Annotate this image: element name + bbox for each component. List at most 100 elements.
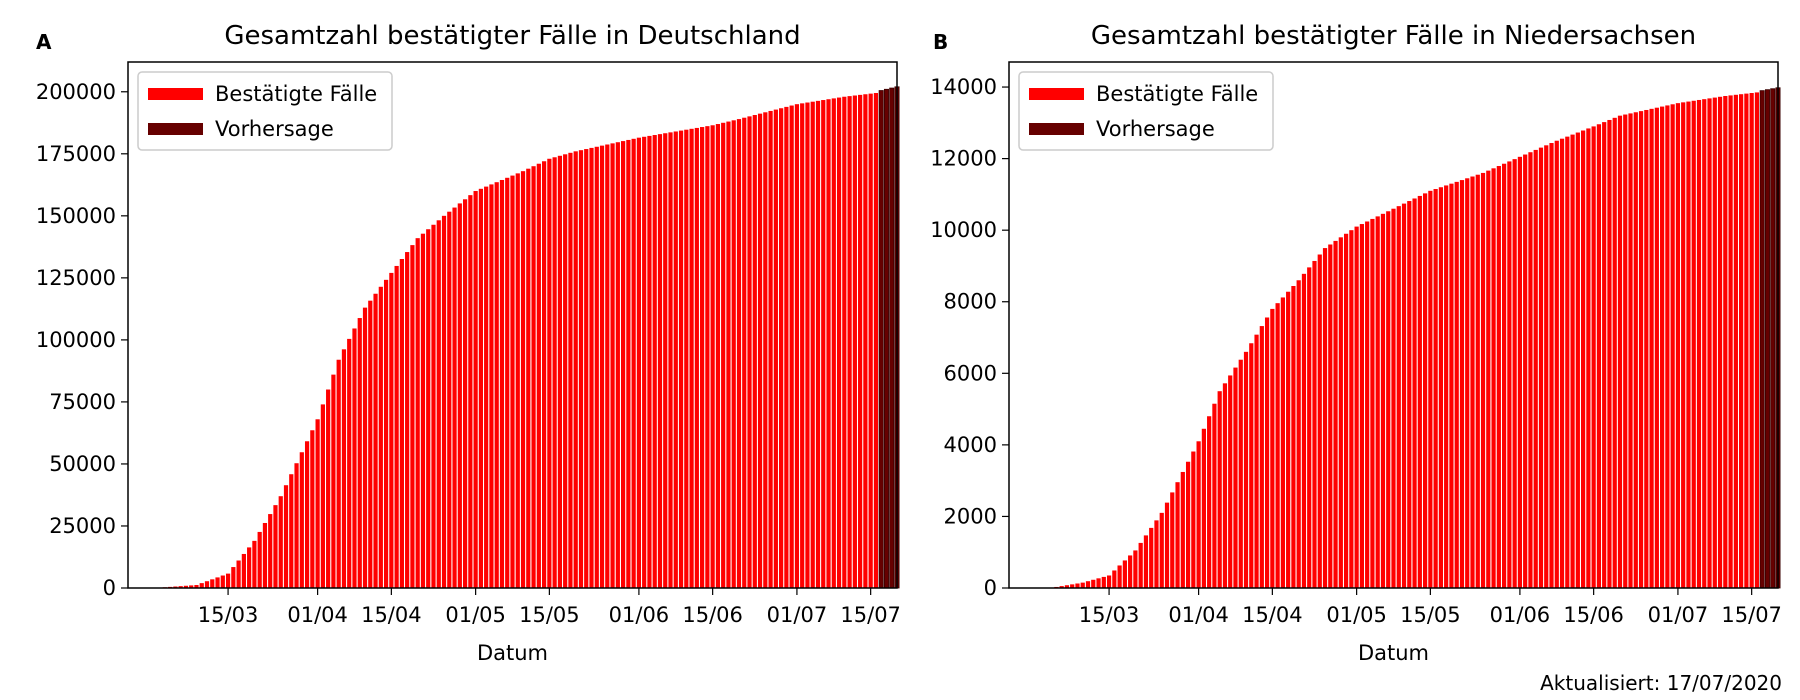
x-tick-label: 01/07 xyxy=(1648,603,1709,627)
legend-label-confirmed: Bestätigte Fälle xyxy=(215,82,377,106)
bar-confirmed xyxy=(320,404,325,588)
legend: Bestätigte Fälle Vorhersage xyxy=(1018,71,1274,151)
bar-confirmed xyxy=(1628,113,1633,589)
axes-frame xyxy=(1008,61,1779,589)
bar-confirmed xyxy=(1538,147,1544,588)
y-tick-label: 125000 xyxy=(36,266,116,290)
bar-confirmed xyxy=(1254,334,1259,588)
bar-confirmed xyxy=(1296,280,1301,588)
bar-confirmed xyxy=(220,575,225,588)
y-tick-label: 0 xyxy=(103,576,116,600)
bar-confirmed xyxy=(1370,218,1375,588)
bar-confirmed xyxy=(431,224,436,588)
bar-confirmed xyxy=(1138,542,1143,588)
bar-confirmed xyxy=(568,152,573,588)
bar-confirmed xyxy=(847,96,852,589)
bar-confirmed xyxy=(1712,97,1717,588)
bar-confirmed xyxy=(1122,560,1127,588)
bar-confirmed xyxy=(858,94,863,589)
bar-confirmed xyxy=(1217,391,1222,588)
bar-confirmed xyxy=(1365,221,1370,589)
bar-confirmed xyxy=(262,522,268,588)
y-tick-label: 100000 xyxy=(36,328,116,352)
bar-confirmed xyxy=(1222,383,1228,588)
bar-confirmed xyxy=(1175,482,1180,588)
bar-confirmed xyxy=(852,95,857,588)
bar-confirmed xyxy=(773,109,778,588)
y-tick-label: 150000 xyxy=(36,204,116,228)
bar-confirmed xyxy=(273,505,278,588)
bar-confirmed xyxy=(468,195,473,588)
bar-confirmed xyxy=(779,108,784,589)
bar-confirmed xyxy=(615,142,620,588)
bar-confirmed xyxy=(420,233,426,588)
bar-confirmed xyxy=(1433,189,1438,588)
x-tick-label: 01/07 xyxy=(767,603,828,627)
bar-confirmed xyxy=(1575,132,1580,589)
bar-confirmed xyxy=(499,179,505,589)
bar-confirmed xyxy=(1696,99,1702,588)
bar-confirmed xyxy=(536,163,541,589)
bar-confirmed xyxy=(310,430,315,588)
bar-confirmed xyxy=(1654,107,1659,588)
y-tick-label: 8000 xyxy=(944,290,997,314)
bar-confirmed xyxy=(494,182,499,588)
bar-forecast xyxy=(1770,88,1776,589)
bar-confirmed xyxy=(194,585,199,588)
x-axis: 15/03 01/04 15/04 01/05 15/05 01/06 15/06 01/07… xyxy=(1079,588,1782,627)
bar-confirmed xyxy=(642,136,647,589)
bar-confirmed xyxy=(842,96,847,589)
bar-confirmed xyxy=(663,133,668,589)
y-tick-label: 10000 xyxy=(930,218,997,242)
bar-confirmed xyxy=(1264,317,1270,588)
bar-forecast xyxy=(878,90,884,589)
y-tick-label: 75000 xyxy=(49,390,116,414)
bar-forecast xyxy=(1764,89,1770,589)
bar-confirmed xyxy=(784,106,789,588)
bar-confirmed xyxy=(805,102,810,588)
bar-confirmed xyxy=(1096,578,1101,588)
bar-confirmed xyxy=(447,211,452,588)
bar-confirmed xyxy=(605,144,610,588)
bar-confirmed xyxy=(584,149,589,589)
bar-confirmed xyxy=(1449,183,1454,588)
bar-confirmed xyxy=(394,265,399,588)
chart-niedersachsen: 0 2000 4000 6000 8000 10000 12000 14000 15/03 01/… xyxy=(930,21,1782,665)
chart-title: Gesamtzahl bestätigter Fälle in Deutschl… xyxy=(224,21,800,51)
bars xyxy=(157,86,900,589)
bar-forecast xyxy=(889,87,895,589)
bar-confirmed xyxy=(721,122,726,588)
bar-confirmed xyxy=(289,474,294,588)
bar-confirmed xyxy=(336,359,341,588)
bar-confirmed xyxy=(294,463,299,588)
bar-confirmed xyxy=(531,166,536,588)
series-vorhersage xyxy=(1759,87,1781,589)
bar-confirmed xyxy=(1106,575,1112,588)
bar-confirmed xyxy=(1375,216,1380,588)
bar-confirmed xyxy=(1591,126,1596,588)
bar-confirmed xyxy=(1238,359,1243,588)
bar-confirmed xyxy=(1212,403,1217,588)
bar-confirmed xyxy=(1159,512,1164,588)
bar-confirmed xyxy=(1391,208,1396,588)
bar-confirmed xyxy=(1470,176,1475,588)
x-tick-label: 15/07 xyxy=(840,603,901,627)
bar-confirmed xyxy=(1744,93,1749,589)
bar-confirmed xyxy=(1733,94,1738,589)
bar-confirmed xyxy=(1665,105,1670,589)
bar-confirmed xyxy=(1644,109,1649,588)
bar-confirmed xyxy=(368,300,373,588)
bar-confirmed xyxy=(800,103,805,588)
bar-confirmed xyxy=(1380,213,1386,588)
bar-confirmed xyxy=(710,125,715,589)
bar-confirmed xyxy=(247,547,252,588)
bar-confirmed xyxy=(283,485,289,588)
bar-confirmed xyxy=(452,207,457,588)
x-tick-label: 15/04 xyxy=(1242,603,1303,627)
bar-confirmed xyxy=(1702,99,1707,589)
bar-confirmed xyxy=(1270,308,1275,588)
bars xyxy=(1049,87,1781,589)
bar-confirmed xyxy=(547,158,552,588)
bar-confirmed xyxy=(810,101,815,588)
bar-confirmed xyxy=(352,328,357,588)
